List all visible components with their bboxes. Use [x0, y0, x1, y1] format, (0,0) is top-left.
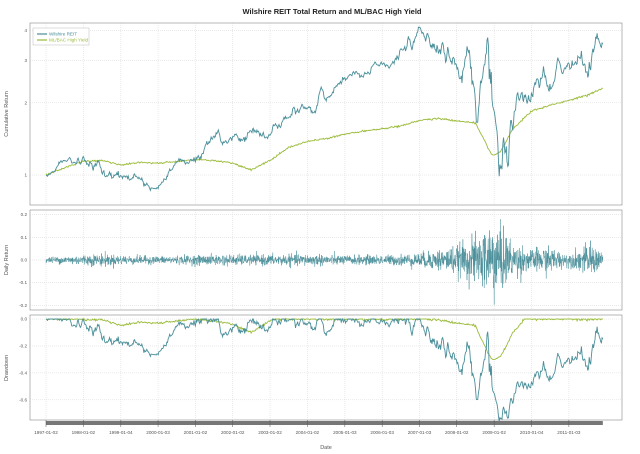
series-line-reit: [45, 26, 604, 192]
x-tick-label: 2011-01-03: [557, 430, 581, 435]
x-tick-label: 2003-01-02: [258, 430, 282, 435]
series-line-daily-return: [45, 219, 604, 305]
series-lines: [45, 317, 604, 422]
y-axis-label: Daily Return: [4, 245, 10, 275]
legend-label: Wilshire REIT: [49, 32, 77, 37]
legend-box: [32, 27, 90, 46]
drawdown-line-hy: [46, 317, 603, 361]
drawdown-line-reit: [45, 317, 604, 422]
legend-label: ML/BAC High Yield: [49, 38, 89, 43]
y-ticks: 1 2 3 4: [24, 28, 27, 177]
y-tick-label: 0.0: [21, 258, 28, 263]
y-axis-label: Cumulative Return: [4, 91, 10, 137]
x-tick-label: 2005-01-03: [333, 430, 357, 435]
y-tick-label: 0.2: [21, 212, 28, 217]
chart-title: Wilshire REIT Total Return and ML/BAC Hi…: [243, 7, 422, 16]
x-tick-label: 1998-01-02: [72, 430, 96, 435]
panel-frame: [29, 22, 623, 206]
x-tick-label: 2006-01-03: [370, 430, 394, 435]
y-ticks: -0.2 -0.1 0.0 0.1 0.2: [19, 212, 27, 308]
y-tick-label: 1: [24, 173, 27, 178]
y-tick-label: -0.2: [19, 303, 27, 308]
x-axis-label: Date: [320, 445, 332, 451]
x-tick-label: 2002-01-02: [221, 430, 245, 435]
x-tick-label: 2009-01-02: [482, 430, 506, 435]
y-tick-label: -0.4: [19, 370, 27, 375]
y-axis-label: Drawdown: [4, 355, 10, 381]
grid: [30, 23, 622, 205]
panel-drawdown: 0.0 -0.2 -0.4 -0.6 Drawdown: [4, 314, 623, 422]
series-lines: [45, 219, 604, 305]
series-lines: [45, 26, 604, 192]
y-tick-label: 0.1: [21, 235, 28, 240]
y-tick-label: 3: [24, 58, 27, 63]
x-tick-label: 2010-01-04: [520, 430, 544, 435]
panel-frame: [29, 314, 623, 421]
x-axis: 1997-01-02 1998-01-02 1999-01-04 2000-01-03…: [34, 420, 603, 435]
x-axis-rug: [46, 421, 603, 425]
x-tick-label: 2001-01-02: [184, 430, 208, 435]
grid: [30, 315, 622, 420]
y-tick-label: -0.6: [19, 397, 27, 402]
x-tick-label: 1997-01-02: [34, 430, 58, 435]
y-ticks: 0.0 -0.2 -0.4 -0.6: [19, 317, 27, 403]
panel-daily-return: -0.2 -0.1 0.0 0.1 0.2 Daily Return: [4, 209, 623, 311]
y-tick-label: -0.1: [19, 280, 27, 285]
x-tick-label: 2004-01-02: [296, 430, 320, 435]
y-tick-label: 4: [24, 28, 27, 33]
panel-cumulative-return: 1 2 3 4 Cumulative Return Wilshire REIT ML/…: [4, 22, 623, 206]
x-tick-label: 2000-01-03: [146, 430, 170, 435]
y-tick-label: 2: [24, 100, 27, 105]
x-tick-label: 2008-01-02: [445, 430, 469, 435]
legend: Wilshire REIT ML/BAC High Yield: [32, 27, 90, 46]
series-line-hy: [45, 87, 603, 176]
x-tick-label: 2007-01-03: [408, 430, 432, 435]
y-tick-label: -0.2: [19, 343, 27, 348]
y-tick-label: 0.0: [21, 317, 28, 322]
x-tick-label: 1999-01-04: [109, 430, 133, 435]
